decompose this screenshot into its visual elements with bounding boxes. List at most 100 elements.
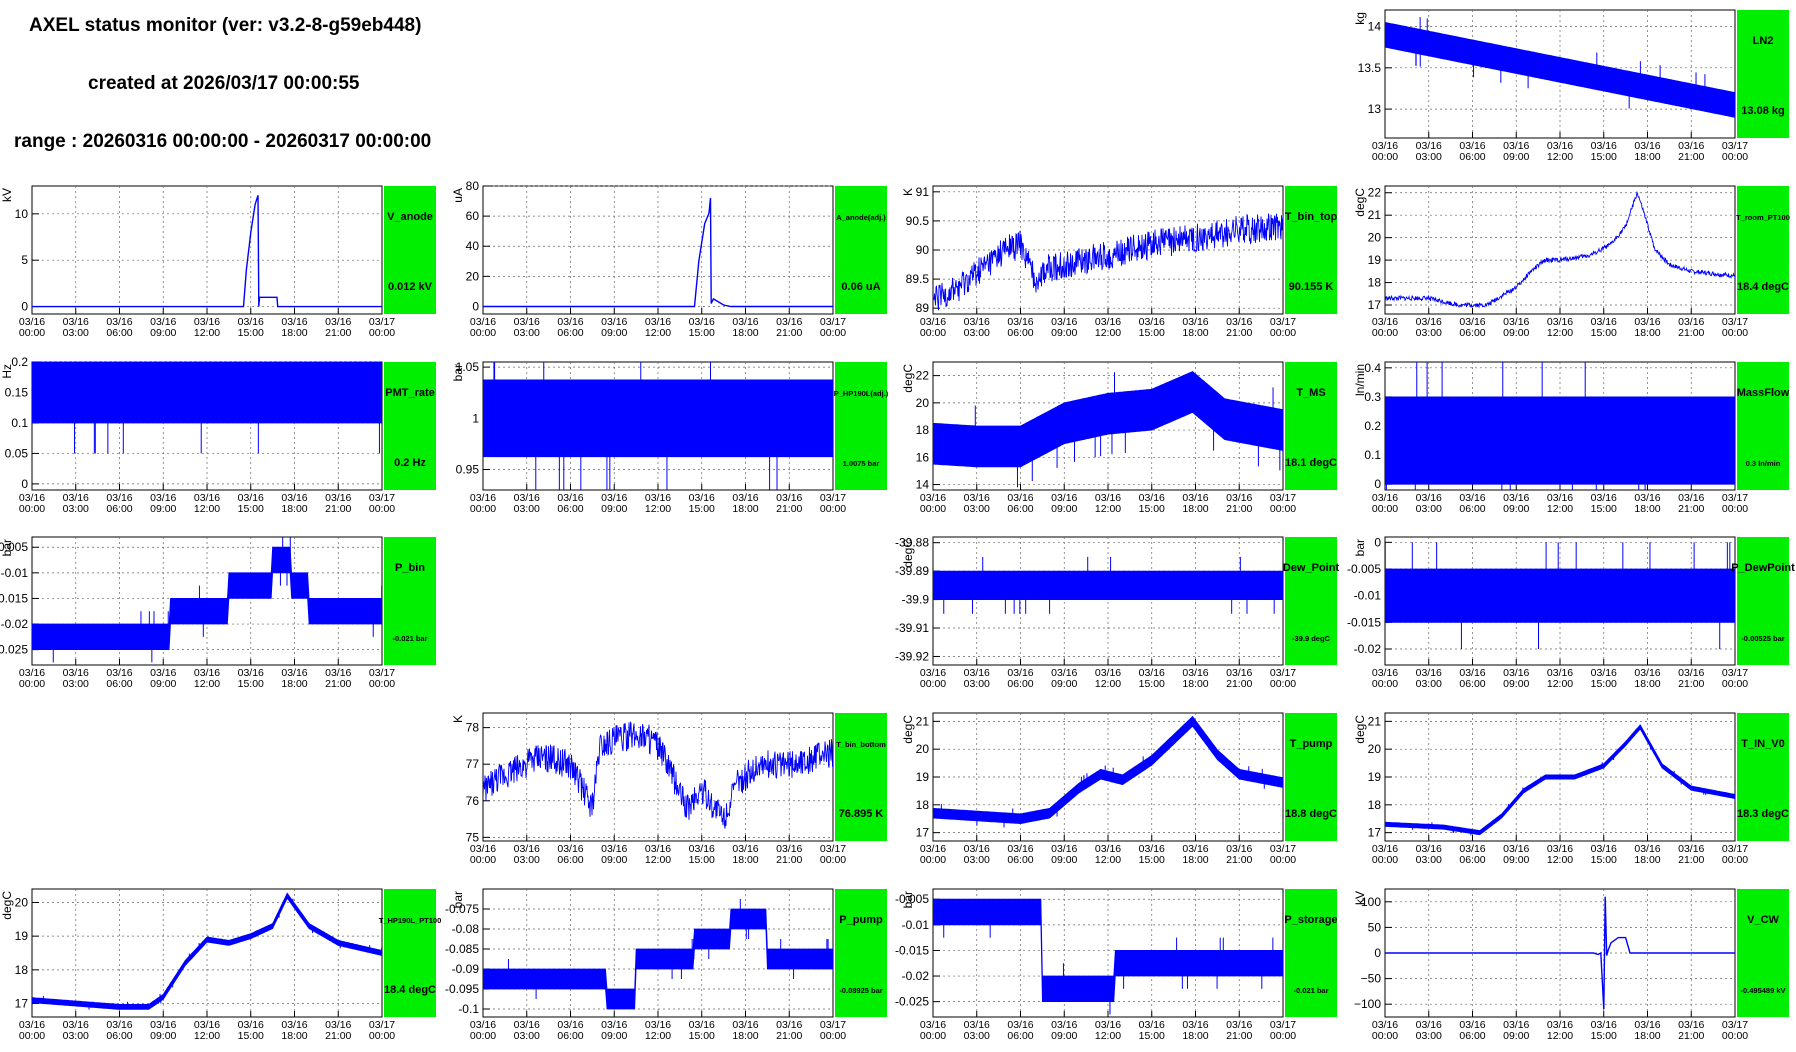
x-tick-label: 03/16 09:00 [1503, 667, 1529, 690]
x-tick-label: 03/16 00:00 [920, 492, 946, 515]
x-tick-label: 03/16 21:00 [776, 492, 802, 515]
x-tick-label: 03/16 18:00 [281, 1019, 307, 1042]
channel-name: T_HP190L_PT100 [379, 916, 442, 925]
y-tick-label: 14 [1368, 20, 1382, 34]
y-tick-label: 20 [1368, 231, 1382, 245]
x-tick-label: 03/16 03:00 [964, 316, 990, 339]
panel-T_bin_bottom: 03/16 00:00 03/16 03:00 03/16 06:00 03/16 09:00… [451, 712, 887, 866]
x-tick-label: 03/16 12:00 [645, 1019, 671, 1042]
y-tick-label: 75 [466, 830, 480, 844]
x-tick-label: 03/16 03:00 [1416, 316, 1442, 339]
y-tick-label: 13.5 [1358, 61, 1382, 75]
x-tick-label: 03/16 06:00 [106, 1019, 132, 1042]
status-box [1737, 362, 1789, 490]
y-tick-label: 40 [466, 239, 480, 253]
y-tick-label: -0.075 [445, 902, 479, 916]
series-P_DewPoint [1385, 542, 1735, 649]
x-tick-label: 03/16 12:00 [1095, 316, 1121, 339]
status-box [1737, 889, 1789, 1017]
x-tick-label: 03/16 12:00 [1095, 1019, 1121, 1042]
channel-status: 0.06 uA [841, 281, 880, 293]
x-tick-label: 03/16 09:00 [150, 492, 176, 515]
x-tick-label: 03/16 15:00 [1591, 140, 1617, 163]
panel-V_anode: 03/16 00:00 03/16 03:00 03/16 06:00 03/16 09:00… [0, 185, 436, 339]
y-axis-unit: kV [1353, 891, 1367, 905]
y-tick-label: 20 [1368, 742, 1382, 756]
y-tick-label: 14 [916, 478, 930, 492]
x-tick-label: 03/16 00:00 [1372, 667, 1398, 690]
x-tick-label: 03/16 06:00 [1459, 492, 1485, 515]
y-tick-label: 22 [916, 369, 930, 383]
channel-name: V_anode [387, 211, 433, 223]
data-line [483, 197, 833, 308]
x-tick-label: 03/16 15:00 [1139, 843, 1165, 866]
y-tick-label: 10 [15, 207, 29, 221]
x-tick-label: 03/17 00:00 [1270, 492, 1296, 515]
y-tick-label: 17 [1368, 298, 1382, 312]
panel-P_HP190L: 03/16 00:00 03/16 03:00 03/16 06:00 03/16 09:00… [451, 360, 889, 515]
x-tick-label: 03/16 18:00 [1182, 843, 1208, 866]
x-tick-label: 03/16 03:00 [63, 316, 89, 339]
panel-T_bin_top: 03/16 00:00 03/16 03:00 03/16 06:00 03/16 09:00… [901, 185, 1338, 339]
y-axis-unit: degC [1353, 188, 1367, 217]
x-tick-label: 03/16 09:00 [1503, 1019, 1529, 1042]
x-tick-label: 03/16 12:00 [1547, 492, 1573, 515]
channel-status: 18.4 degC [384, 984, 436, 996]
y-tick-label: -0.01 [902, 918, 930, 932]
series-T_room_PT100 [1385, 190, 1735, 309]
data-band [933, 570, 1283, 600]
y-tick-label: 50 [1368, 920, 1382, 934]
y-tick-label: 91 [916, 185, 930, 199]
y-tick-label: 0 [1374, 946, 1381, 960]
data-band [1385, 396, 1735, 485]
x-tick-label: 03/16 18:00 [281, 492, 307, 515]
y-tick-label: -0.095 [445, 982, 479, 996]
y-tick-label: 18 [916, 798, 930, 812]
channel-name: T_room_PT100 [1736, 213, 1790, 222]
x-tick-label: 03/16 00:00 [920, 316, 946, 339]
y-axis-unit: bar [1353, 539, 1367, 556]
x-tick-label: 03/17 00:00 [820, 843, 846, 866]
channel-name: P_pump [839, 914, 883, 926]
x-tick-label: 03/16 00:00 [470, 843, 496, 866]
x-tick-label: 03/16 12:00 [1547, 140, 1573, 163]
series-P_bin [32, 537, 382, 663]
status-box [1285, 889, 1337, 1017]
x-tick-label: 03/16 21:00 [325, 492, 351, 515]
x-tick-label: 03/17 00:00 [369, 667, 395, 690]
x-tick-label: 03/16 15:00 [689, 843, 715, 866]
x-tick-label: 03/17 00:00 [1722, 667, 1748, 690]
channel-name: P_storage [1284, 914, 1337, 926]
x-tick-label: 03/16 00:00 [1372, 492, 1398, 515]
x-tick-label: 03/16 12:00 [194, 492, 220, 515]
x-tick-label: 03/16 21:00 [325, 1019, 351, 1042]
status-box [1285, 186, 1337, 314]
series-T_HP190L_PT100 [32, 892, 382, 1010]
panel-A_anode: 03/16 00:00 03/16 03:00 03/16 06:00 03/16 09:00… [451, 179, 887, 339]
panel-T_room_PT100: 03/16 00:00 03/16 03:00 03/16 06:00 03/16 09:00… [1353, 185, 1790, 339]
channel-status: 18.1 degC [1285, 457, 1337, 469]
y-tick-label: 17 [15, 997, 29, 1011]
y-tick-label: 76 [466, 794, 480, 808]
y-tick-label: -0.09 [452, 962, 480, 976]
x-tick-label: 03/16 18:00 [1634, 140, 1660, 163]
x-tick-label: 03/16 06:00 [557, 1019, 583, 1042]
y-tick-label: 21 [1368, 208, 1382, 222]
y-tick-label: -0.025 [0, 643, 28, 657]
x-tick-label: 03/16 21:00 [1226, 492, 1252, 515]
y-tick-label: 80 [466, 179, 480, 193]
x-tick-label: 03/17 00:00 [1722, 492, 1748, 515]
x-tick-label: 03/16 18:00 [732, 1019, 758, 1042]
x-tick-label: 03/17 00:00 [1270, 316, 1296, 339]
channel-status: -39.9 degC [1292, 634, 1331, 643]
x-tick-label: 03/16 21:00 [1678, 316, 1704, 339]
x-tick-label: 03/16 03:00 [1416, 667, 1442, 690]
status-box [835, 362, 887, 490]
panel-T_HP190L_PT100: 03/16 00:00 03/16 03:00 03/16 06:00 03/16 09:00… [0, 888, 442, 1042]
x-tick-label: 03/16 09:00 [601, 1019, 627, 1042]
channel-status: -0.021 bar [1293, 986, 1328, 995]
x-tick-label: 03/17 00:00 [820, 1019, 846, 1042]
y-tick-label: 77 [466, 757, 480, 771]
y-axis-unit: bar [901, 891, 915, 908]
x-tick-label: 03/16 06:00 [1459, 140, 1485, 163]
